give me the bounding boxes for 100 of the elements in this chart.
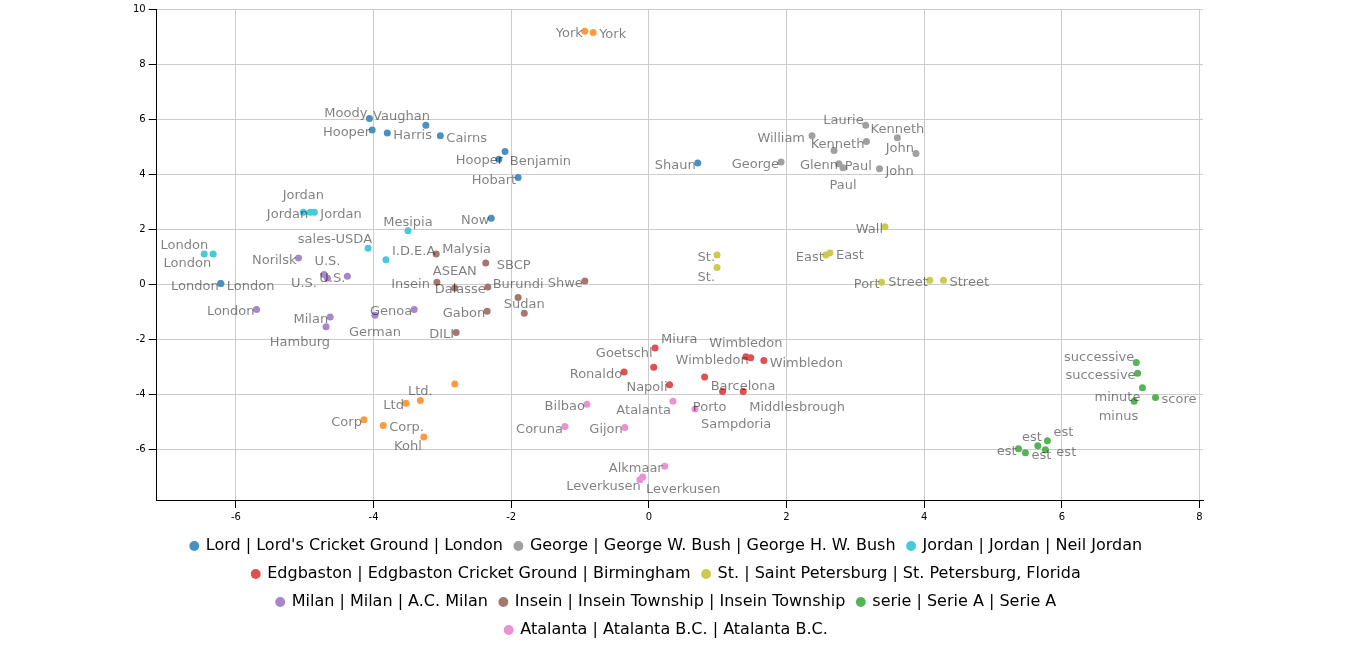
x-tick-label: -2 bbox=[506, 510, 517, 522]
x-tick-label: 2 bbox=[783, 510, 790, 522]
data-label: Benjamin bbox=[509, 153, 572, 169]
point bbox=[501, 147, 509, 155]
data-label: minus bbox=[1098, 408, 1139, 424]
data-label: Sampdoria bbox=[701, 415, 772, 431]
point bbox=[651, 344, 659, 352]
data-label: successive bbox=[1065, 367, 1136, 383]
point bbox=[839, 164, 847, 172]
x-tick-label: 0 bbox=[645, 510, 653, 522]
point bbox=[1138, 384, 1146, 392]
x-tick-label: 8 bbox=[1196, 510, 1203, 522]
data-label: Wimbledon bbox=[709, 334, 783, 350]
data-label: Dalasse bbox=[434, 281, 486, 297]
data-label: Jordan bbox=[265, 206, 309, 222]
data-label: Genoa bbox=[369, 303, 413, 319]
y-tick-label: 0 bbox=[139, 277, 146, 289]
data-label: Hooper bbox=[322, 124, 371, 140]
data-label: St. bbox=[697, 268, 716, 284]
point bbox=[875, 165, 883, 173]
point bbox=[420, 433, 428, 441]
data-label: London bbox=[160, 237, 209, 253]
data-label: London bbox=[206, 303, 255, 319]
data-label: Barcelona bbox=[710, 378, 776, 394]
data-label: Miura bbox=[661, 330, 698, 346]
data-label: Shaun bbox=[654, 157, 696, 173]
y-tick-label: 6 bbox=[139, 112, 146, 124]
point bbox=[379, 421, 387, 429]
data-label: Mesipia bbox=[383, 213, 433, 229]
data-label: Goetschl bbox=[595, 345, 653, 361]
data-label: Napoli bbox=[626, 378, 668, 394]
data-label: successive bbox=[1064, 349, 1135, 365]
data-label: York bbox=[598, 26, 627, 42]
data-label: Street bbox=[888, 274, 928, 290]
data-label: Jordan bbox=[281, 187, 325, 203]
data-label: Middlesbrough bbox=[749, 398, 845, 414]
data-label: Kohl bbox=[394, 438, 422, 454]
point bbox=[482, 259, 490, 267]
point bbox=[826, 249, 834, 257]
data-label: Porto bbox=[692, 398, 727, 414]
x-tick-label: 4 bbox=[921, 510, 928, 522]
point bbox=[416, 396, 424, 404]
data-label: SBCP bbox=[496, 256, 531, 272]
data-label: John bbox=[884, 140, 914, 156]
data-label: Port bbox=[853, 276, 880, 292]
data-label: Norilsk bbox=[251, 251, 297, 267]
data-label: Wall bbox=[855, 220, 883, 236]
data-label: Sudan bbox=[503, 296, 545, 312]
legend-label: Lord | Lord's Cricket Ground | London bbox=[205, 535, 503, 555]
data-label: Moody bbox=[324, 105, 368, 121]
data-label: York bbox=[554, 25, 584, 41]
data-label: I.D.E.A bbox=[391, 242, 436, 258]
data-label: Kenneth bbox=[870, 120, 925, 136]
point bbox=[322, 323, 330, 331]
point bbox=[912, 149, 920, 157]
data-label: Bilbao bbox=[544, 398, 585, 414]
point bbox=[209, 250, 217, 258]
point bbox=[382, 256, 390, 264]
data-label: sales-USDA bbox=[297, 231, 373, 247]
legend-label: serie | Serie A | Serie A bbox=[872, 591, 1057, 611]
data-label: Gabon bbox=[442, 305, 486, 321]
data-label: Now bbox=[460, 212, 490, 228]
point bbox=[701, 373, 709, 381]
point bbox=[760, 357, 768, 365]
data-label: Jordan bbox=[319, 206, 362, 222]
legend-label: Milan | Milan | A.C. Milan bbox=[291, 591, 488, 611]
data-label: Milan bbox=[293, 311, 329, 327]
data-label: Kenneth bbox=[810, 135, 865, 151]
data-label: Ltd. bbox=[408, 383, 433, 399]
data-label: Cairns bbox=[446, 129, 488, 145]
point bbox=[893, 134, 901, 142]
data-label: Wimbledon bbox=[769, 354, 843, 370]
data-label: Paul bbox=[844, 157, 872, 173]
point bbox=[436, 132, 444, 140]
point bbox=[940, 276, 947, 284]
data-label: German bbox=[348, 324, 401, 340]
y-tick-label: 2 bbox=[139, 222, 146, 234]
data-label: East bbox=[835, 246, 864, 262]
data-label: Hamburg bbox=[269, 333, 331, 349]
x-tick-label: 6 bbox=[1058, 510, 1066, 522]
data-label: Ronaldo bbox=[569, 366, 623, 382]
data-label: minute bbox=[1094, 388, 1141, 404]
data-label: Harris bbox=[393, 127, 433, 143]
data-label: St. bbox=[697, 248, 716, 264]
data-label: London bbox=[171, 277, 219, 293]
data-label: Ltd bbox=[383, 397, 404, 413]
y-tick-label: -2 bbox=[135, 332, 146, 344]
data-label: Shwe bbox=[547, 275, 583, 291]
data-label: Leverkusen bbox=[645, 480, 721, 496]
data-label: Leverkusen bbox=[566, 477, 641, 493]
point bbox=[669, 397, 677, 405]
x-tick-label: -4 bbox=[368, 510, 379, 522]
data-label: East bbox=[795, 248, 824, 264]
point bbox=[862, 121, 870, 129]
data-label: U.S. bbox=[314, 253, 341, 269]
y-tick-label: -6 bbox=[135, 442, 146, 454]
point bbox=[1034, 442, 1042, 450]
data-label: George bbox=[731, 155, 780, 171]
data-label: Hooper bbox=[455, 152, 504, 168]
data-label: London bbox=[226, 277, 275, 293]
